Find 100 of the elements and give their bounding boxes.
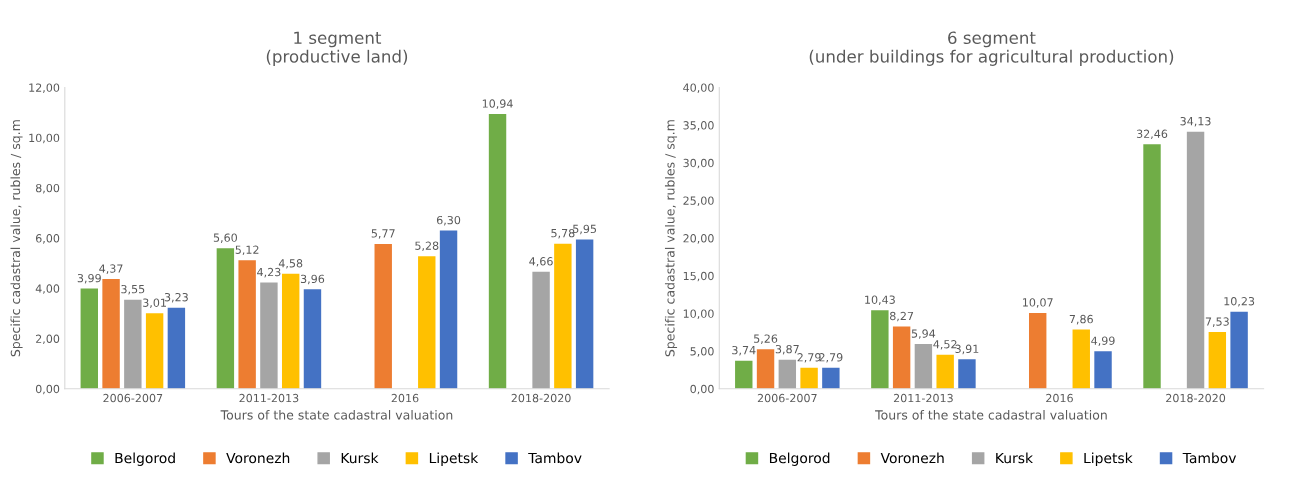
data-label: 5,77 — [371, 229, 395, 239]
bar — [1186, 131, 1205, 389]
bar — [936, 354, 954, 389]
bar — [488, 114, 507, 389]
y-tick-label: 10,00 — [29, 133, 60, 144]
legend-label: Tambov — [1182, 452, 1237, 464]
data-label: 4,23 — [257, 267, 281, 278]
x-tick-label: 2016 — [1046, 393, 1073, 403]
y-tick-label: 0,00 — [35, 384, 60, 395]
bar — [238, 260, 256, 389]
x-tick-label: 2011-2013 — [893, 393, 953, 403]
x-tick-label: 2006-2007 — [757, 393, 817, 403]
data-label: 7,53 — [1205, 317, 1229, 327]
data-label: 3,87 — [775, 344, 799, 355]
y-tick-label: 8,00 — [35, 183, 60, 194]
bar — [124, 299, 142, 389]
data-label: 3,01 — [143, 298, 166, 309]
x-axis-title: Tours of the state cadastral valuation — [220, 409, 453, 420]
bar — [418, 256, 436, 389]
bar — [892, 326, 911, 389]
data-label: 3,55 — [121, 284, 145, 295]
data-label: 3,99 — [77, 273, 101, 284]
bar — [1029, 312, 1047, 389]
data-label: 4,52 — [933, 340, 957, 350]
x-tick-label: 2011-2013 — [239, 393, 299, 403]
data-label: 5,95 — [573, 224, 597, 235]
y-tick-label: 40,00 — [683, 83, 714, 93]
data-label: 6,30 — [436, 215, 461, 226]
y-tick-label: 5,00 — [690, 347, 714, 357]
data-label: 8,27 — [890, 311, 914, 322]
bar — [914, 344, 933, 389]
bar — [958, 359, 976, 389]
y-tick-label: 2,00 — [36, 334, 60, 345]
legend-label: Lipetsk — [429, 452, 479, 466]
data-label: 5,94 — [911, 329, 936, 339]
bar — [374, 243, 392, 389]
y-tick-label: 25,00 — [683, 196, 714, 206]
bar — [260, 282, 278, 389]
x-tick-label: 2006-2007 — [103, 393, 163, 403]
y-tick-label: 30,00 — [683, 158, 714, 169]
data-label: 2,79 — [797, 353, 821, 363]
bar — [439, 230, 458, 389]
bar — [554, 243, 572, 389]
data-label: 10,94 — [482, 99, 513, 109]
legend-label: Voronezh — [226, 452, 290, 464]
data-label: 5,26 — [754, 334, 778, 344]
legend-label: Kursk — [341, 452, 379, 464]
y-tick-label: 6,00 — [35, 234, 60, 244]
y-tick-label: 35,00 — [683, 121, 714, 131]
bar — [1208, 332, 1227, 389]
data-label: 4,58 — [278, 259, 303, 269]
legend-label: Belgorod — [115, 452, 175, 466]
bar — [1072, 329, 1090, 389]
legend-label: Tambov — [528, 452, 582, 464]
x-tick-label: 2018-2020 — [1166, 393, 1226, 403]
data-label: 3,91 — [955, 344, 979, 355]
legend-label: Belgorod — [769, 452, 830, 466]
data-label: 3,23 — [164, 292, 188, 303]
data-label: 5,78 — [551, 228, 575, 239]
bar — [800, 367, 818, 389]
x-tick-label: 2016 — [391, 393, 419, 403]
bar — [80, 288, 98, 389]
data-label: 34,13 — [1180, 116, 1211, 127]
data-label: 3,74 — [732, 345, 756, 356]
legend-label: Voronezh — [880, 452, 944, 464]
data-label: 5,28 — [415, 241, 439, 252]
y-tick-label: 4,00 — [35, 284, 60, 294]
bar — [167, 307, 186, 389]
legend-label: Kursk — [996, 452, 1033, 464]
y-tick-label: 0,00 — [690, 384, 714, 395]
data-label: 10,43 — [865, 295, 895, 306]
y-tick-label: 15,00 — [683, 271, 714, 282]
data-label: 2,79 — [819, 353, 843, 363]
bar — [145, 313, 164, 389]
bar — [532, 271, 550, 389]
data-label: 32,46 — [1136, 129, 1168, 140]
chart-title: 6 segment (under buildings for agricultural production) — [809, 31, 1174, 66]
x-axis-title: Tours of the state cadastral valuation — [875, 409, 1107, 420]
data-label: 4,99 — [1091, 336, 1115, 347]
x-tick-label: 2018-2020 — [511, 393, 571, 403]
bar — [1230, 311, 1248, 389]
data-label: 5,60 — [213, 233, 238, 243]
data-label: 4,66 — [529, 257, 553, 267]
bar — [735, 360, 753, 389]
bar — [756, 349, 775, 389]
bar — [102, 279, 120, 389]
chart-title: 1 segment (productive land) — [266, 31, 408, 66]
data-label: 5,12 — [235, 245, 259, 256]
y-tick-label: 12,00 — [29, 83, 60, 93]
bar — [822, 367, 840, 389]
bar — [1094, 351, 1112, 389]
data-label: 10,07 — [1023, 298, 1053, 308]
bar — [871, 310, 889, 389]
bar — [303, 289, 322, 389]
y-tick-label: 20,00 — [683, 234, 714, 244]
y-tick-label: 10,00 — [683, 309, 714, 319]
data-label: 3,96 — [300, 274, 325, 285]
data-label: 10,23 — [1224, 297, 1255, 307]
bar — [778, 359, 797, 389]
bar — [575, 239, 594, 389]
